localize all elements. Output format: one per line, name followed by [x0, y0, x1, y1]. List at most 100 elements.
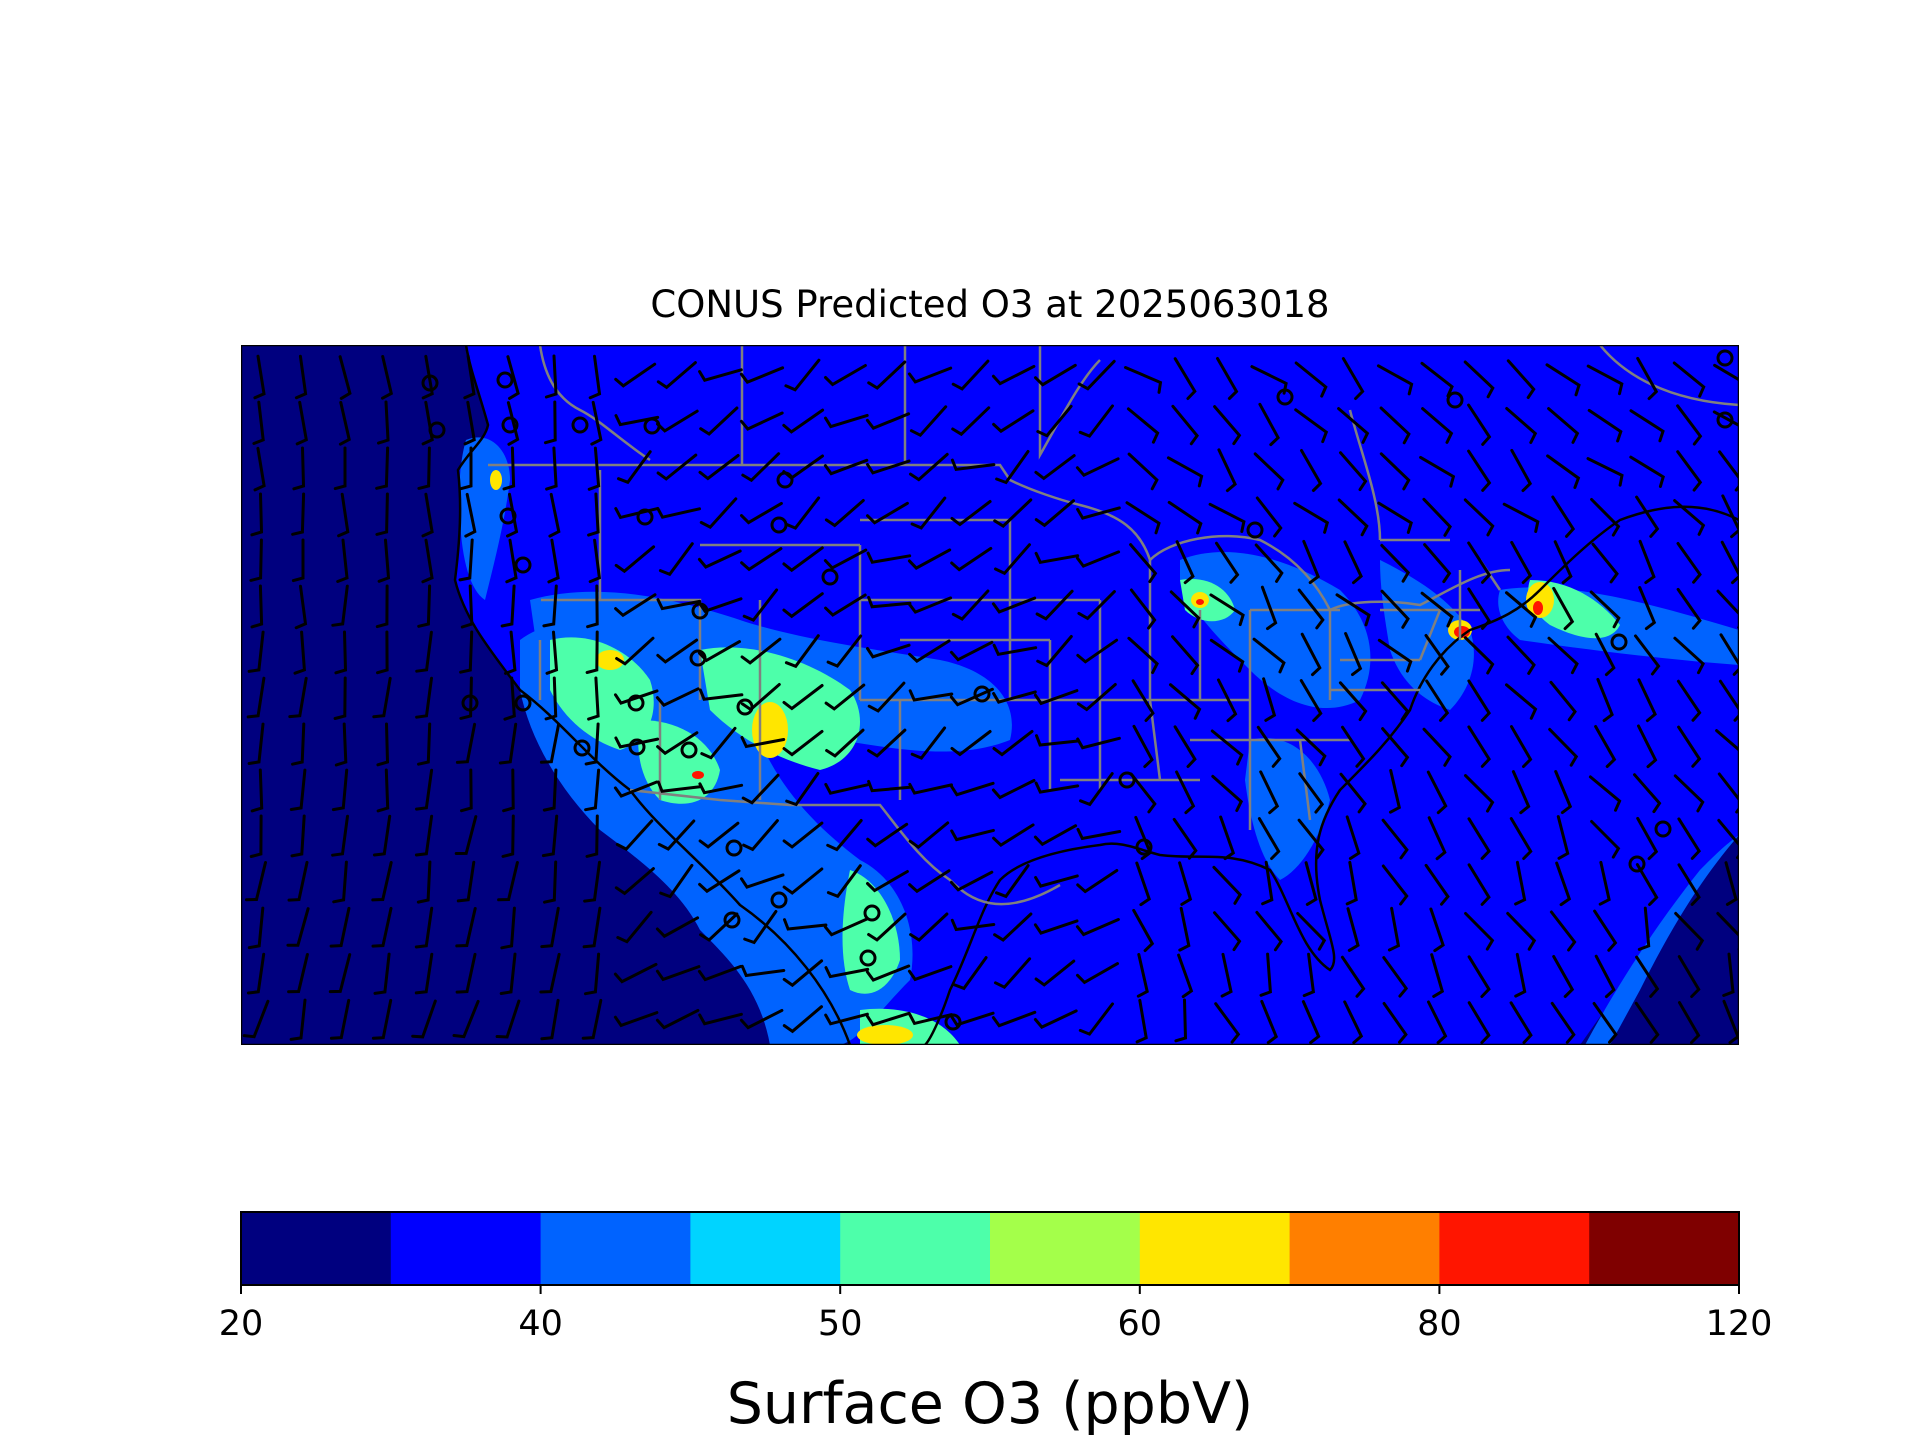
- wind-barb: [1673, 499, 1706, 536]
- wind-barb: [1677, 725, 1702, 768]
- wind-barb: [613, 962, 658, 984]
- wind-barb: [824, 966, 870, 979]
- colorbar-cell: [1289, 1212, 1440, 1285]
- calm-wind-circle: [723, 911, 741, 929]
- wind-barb: [1674, 911, 1705, 951]
- wind-barb: [544, 400, 557, 445]
- wind-barb: [456, 860, 476, 903]
- wind-barb: [585, 814, 599, 858]
- wind-barb: [910, 726, 947, 760]
- wind-barb: [909, 912, 949, 942]
- wind-barb: [824, 499, 865, 528]
- colorbar-frame: [240, 1211, 1740, 1286]
- wind-barb: [1716, 911, 1739, 951]
- patch-nevada: [550, 637, 654, 750]
- wind-barb: [950, 781, 995, 797]
- wind-barb: [1077, 590, 1116, 621]
- wind-barb: [1715, 729, 1739, 752]
- wind-barb: [1344, 632, 1363, 677]
- wind-barb: [950, 546, 993, 572]
- wind-barb: [452, 999, 480, 1039]
- wind-barb: [1420, 591, 1454, 628]
- calm-wind-circle: [736, 698, 754, 716]
- wind-barb: [1506, 911, 1537, 951]
- calm-wind-circle: [680, 741, 698, 759]
- wind-barb: [500, 584, 516, 628]
- calm-wind-circle: [571, 416, 589, 434]
- wind-barb: [1376, 364, 1414, 396]
- wind-barb: [866, 501, 909, 525]
- wind-barb: [739, 366, 785, 385]
- wind-barb: [698, 688, 744, 701]
- wind-barb: [1335, 593, 1371, 627]
- wind-barb: [290, 814, 306, 858]
- wind-barb: [1678, 1001, 1701, 1044]
- wind-barb: [1550, 1001, 1576, 1044]
- wind-barb: [1635, 863, 1659, 906]
- wind-barb: [1389, 769, 1402, 814]
- wind-barb: [1340, 955, 1366, 998]
- wind-barb: [1076, 506, 1121, 520]
- wind-barb: [656, 731, 699, 756]
- wind-barb: [742, 588, 779, 622]
- wind-barb: [1035, 734, 1080, 747]
- wind-barb: [613, 1011, 659, 1028]
- wind-barb: [253, 446, 266, 492]
- wind-barb: [1629, 455, 1665, 488]
- calm-wind-circle: [643, 417, 661, 435]
- wind-barb: [1346, 907, 1360, 952]
- calm-wind-circle: [944, 1013, 962, 1031]
- wind-barb: [615, 819, 654, 851]
- wind-barb: [1033, 689, 1079, 706]
- colorbar-tick-label: 60: [1118, 1304, 1163, 1344]
- calm-wind-circle: [514, 694, 532, 712]
- wind-barb: [866, 551, 912, 564]
- wind-barb: [1262, 677, 1277, 722]
- ozone-70-100-peaks: [692, 599, 1543, 779]
- hotspot-nevada: [596, 650, 624, 670]
- wind-barb: [739, 411, 784, 431]
- wind-barb: [614, 545, 656, 574]
- wind-barb: [993, 912, 1033, 942]
- wind-barb: [1421, 407, 1454, 444]
- wind-barb: [1255, 910, 1283, 952]
- wind-barb: [338, 401, 351, 446]
- wind-barb: [1422, 497, 1452, 537]
- ozone-map: [241, 345, 1739, 1045]
- wind-barb: [951, 406, 991, 437]
- wind-barb: [250, 584, 264, 629]
- wind-barb: [657, 819, 696, 851]
- wind-barb: [295, 400, 308, 446]
- wind-barb: [1174, 998, 1188, 1043]
- wind-barb: [1076, 962, 1119, 985]
- wind-barb: [782, 684, 824, 711]
- wind-barb: [1552, 955, 1575, 998]
- wind-barb: [1294, 408, 1329, 444]
- wind-barb: [908, 782, 953, 795]
- wind-barb: [658, 542, 694, 577]
- wind-barb: [506, 355, 520, 400]
- wind-barb: [991, 779, 1036, 800]
- wind-barb: [1510, 725, 1533, 768]
- wind-barb: [246, 952, 266, 995]
- wind-barb: [1592, 1002, 1618, 1044]
- wind-barb: [614, 414, 660, 427]
- wind-barb: [824, 413, 869, 429]
- wind-barb: [459, 630, 474, 674]
- peak-southwest: [692, 771, 704, 779]
- wind-barb: [292, 446, 306, 491]
- wind-barb: [1419, 455, 1456, 488]
- wind-barb: [503, 676, 516, 721]
- patch-ohio-valley: [1180, 551, 1371, 709]
- wind-barb: [782, 959, 824, 988]
- wind-barbs: [242, 354, 1739, 1045]
- wind-barb: [421, 400, 434, 446]
- colorbar-cell: [990, 1212, 1141, 1285]
- wind-barb: [698, 821, 740, 849]
- wind-barb: [1717, 818, 1739, 860]
- wind-barb: [291, 538, 305, 583]
- wind-barb: [866, 870, 909, 893]
- wind-barb: [1382, 1002, 1408, 1044]
- wind-barb: [542, 768, 558, 812]
- wind-barb: [1169, 590, 1201, 629]
